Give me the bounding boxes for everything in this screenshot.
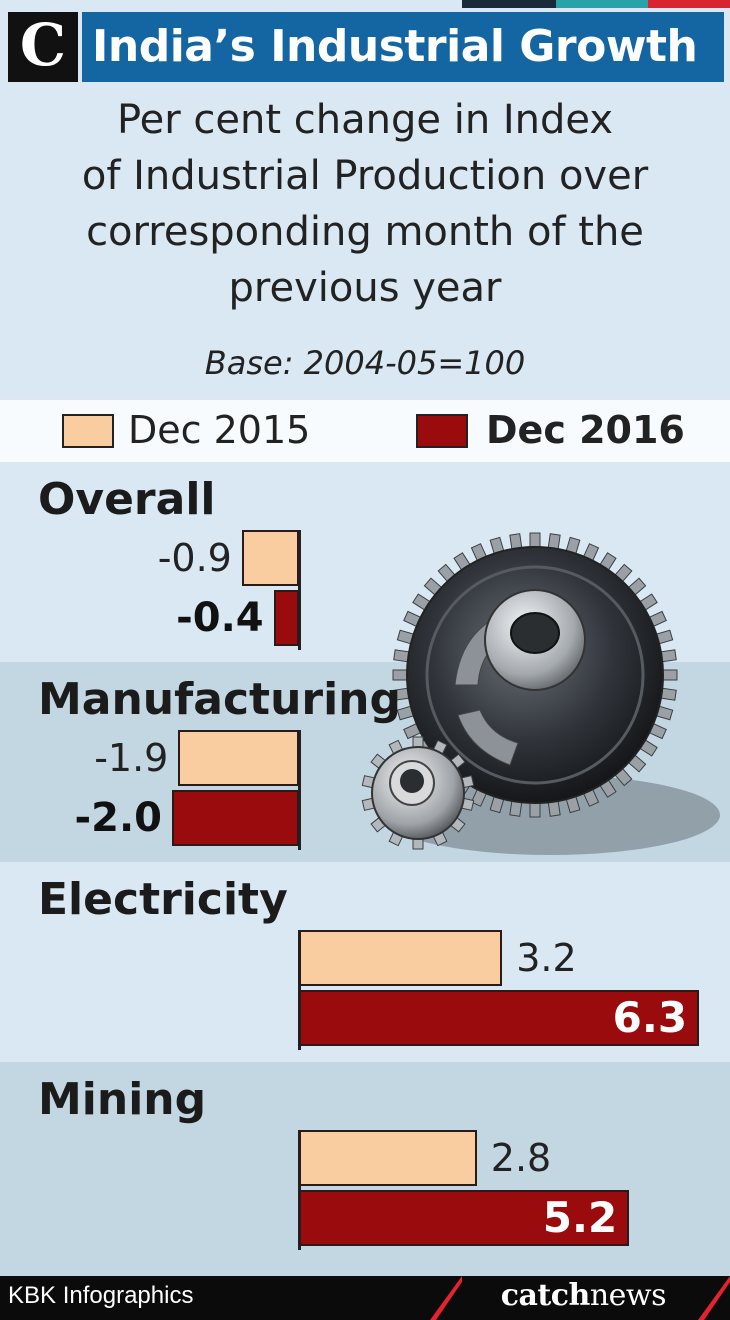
value-label-electricity-dec-2016: 6.3 (612, 993, 688, 1042)
category-label-overall: Overall (38, 474, 216, 525)
bar-overall-dec-2016 (273, 590, 299, 646)
legend-swatch-dec-2016 (416, 414, 468, 448)
bar-mining-dec-2016 (299, 1190, 630, 1246)
top-stripe-teal (556, 0, 648, 8)
value-label-manufacturing-dec-2016: -2.0 (74, 795, 162, 841)
subtitle-line-3: corresponding month of the (86, 209, 644, 255)
footer-accent-stripe (430, 1276, 462, 1320)
category-label-mining: Mining (38, 1074, 207, 1125)
catch-logo: C (8, 11, 78, 82)
bar-manufacturing-dec-2015 (178, 730, 299, 786)
zero-axis-manufacturing (298, 730, 301, 850)
top-stripe-dark (462, 0, 556, 8)
small-gear-hole (400, 769, 424, 793)
category-label-manufacturing: Manufacturing (38, 674, 401, 725)
subtitle: Per cent change in Index of Industrial P… (0, 92, 730, 316)
legend: Dec 2015 Dec 2016 (0, 400, 730, 462)
legend-swatch-dec-2015 (62, 414, 114, 448)
catchnews-logo: catchnews (500, 1278, 667, 1313)
bar-electricity-dec-2015 (299, 930, 503, 986)
value-label-electricity-dec-2015: 3.2 (516, 936, 577, 980)
subtitle-line-1: Per cent change in Index (116, 97, 614, 143)
value-label-mining-dec-2015: 2.8 (490, 1136, 552, 1180)
header: C India’s Industrial Growth (0, 0, 730, 82)
large-gear-hole (510, 612, 560, 654)
value-label-overall-dec-2016: -0.4 (176, 595, 264, 641)
subtitle-area: Per cent change in Index of Industrial P… (0, 82, 730, 400)
bar-mining-dec-2015 (299, 1130, 477, 1186)
title-bar: India’s Industrial Growth (82, 12, 724, 82)
subtitle-line-4: previous year (228, 265, 502, 311)
base-note: Base: 2004-05=100 (204, 344, 526, 382)
value-label-mining-dec-2016: 5.2 (542, 1193, 618, 1242)
credit-text: KBK Infographics (8, 1282, 194, 1309)
legend-label-dec-2016: Dec 2016 (486, 408, 685, 452)
zero-axis-overall (298, 530, 301, 650)
bar-manufacturing-dec-2016 (172, 790, 299, 846)
bar-overall-dec-2015 (241, 530, 299, 586)
bar-electricity-dec-2016 (299, 990, 700, 1046)
logo-letter: C (19, 11, 67, 79)
category-label-electricity: Electricity (38, 874, 288, 925)
value-label-manufacturing-dec-2015: -1.9 (94, 736, 169, 780)
footer-accent-stripe (698, 1276, 730, 1320)
value-label-overall-dec-2015: -0.9 (157, 536, 232, 580)
chart-title: India’s Industrial Growth (92, 21, 698, 72)
footer: KBK Infographics catchnews (0, 1276, 730, 1320)
gear-spoke-cutout (457, 709, 519, 766)
top-stripe-red (648, 0, 730, 8)
gears-illustration (361, 532, 720, 855)
subtitle-line-2: of Industrial Production over (81, 153, 649, 199)
legend-label-dec-2015: Dec 2015 (128, 408, 311, 452)
